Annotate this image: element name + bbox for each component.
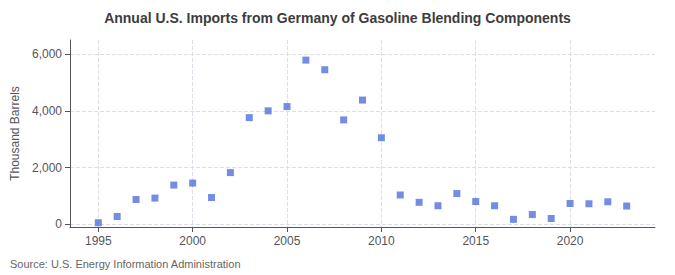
svg-text:2020: 2020 (557, 234, 584, 248)
svg-text:Thousand Barrels: Thousand Barrels (8, 86, 22, 181)
svg-text:Source: U.S. Energy Informatio: Source: U.S. Energy Information Administ… (10, 258, 241, 270)
svg-text:2010: 2010 (368, 234, 395, 248)
svg-text:1995: 1995 (85, 234, 112, 248)
svg-text:Annual U.S. Imports from Germa: Annual U.S. Imports from Germany of Gaso… (104, 10, 571, 26)
svg-text:2000: 2000 (179, 234, 206, 248)
svg-text:2015: 2015 (462, 234, 489, 248)
svg-text:2,000: 2,000 (32, 161, 62, 175)
svg-text:0: 0 (55, 217, 62, 231)
svg-text:4,000: 4,000 (32, 104, 62, 118)
svg-text:2005: 2005 (274, 234, 301, 248)
svg-text:6,000: 6,000 (32, 47, 62, 61)
